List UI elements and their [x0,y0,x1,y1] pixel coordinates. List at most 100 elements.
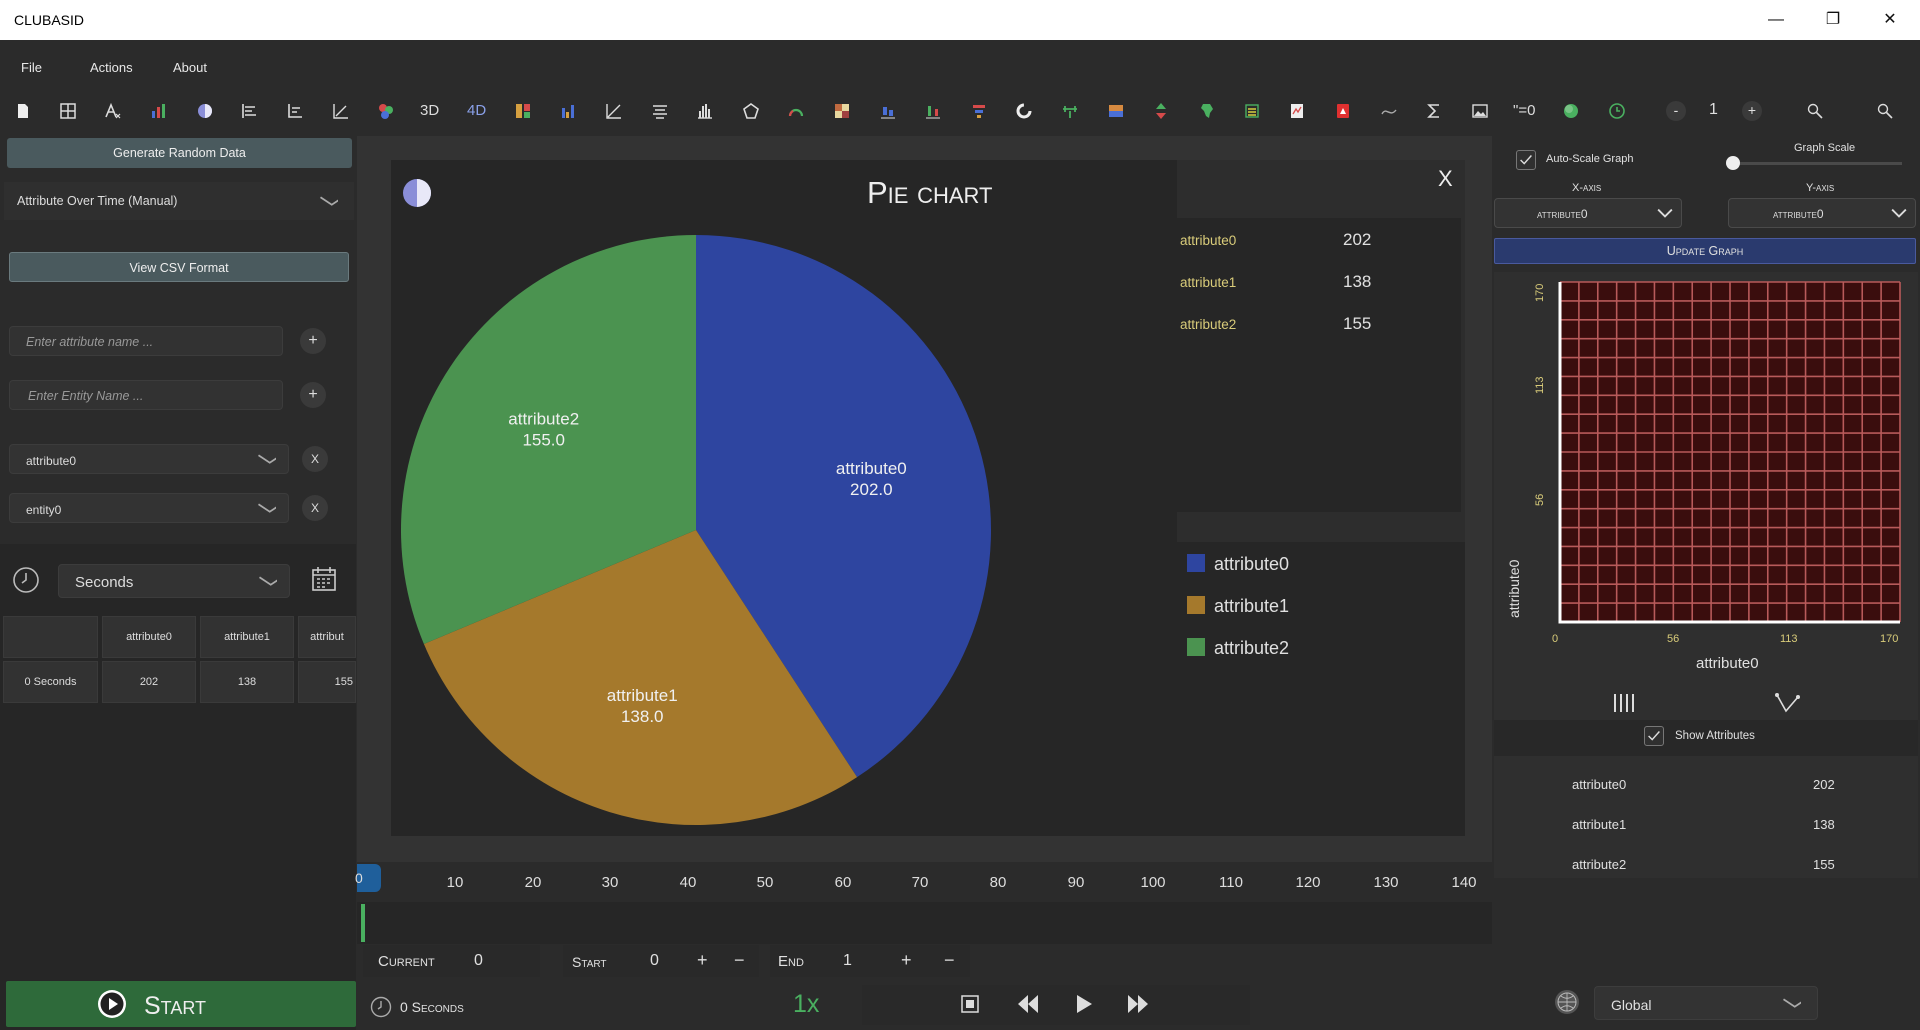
line-chart-icon[interactable] [328,93,354,129]
play-icon[interactable] [1074,993,1094,1015]
donut-icon[interactable] [1011,93,1037,129]
close-window-button[interactable]: ✕ [1883,11,1897,28]
horizontal-bars-icon[interactable] [237,93,263,129]
table-cell-attribute2[interactable]: 155 [298,661,356,703]
zoom-increase-button[interactable]: + [1742,101,1762,121]
pdf-icon[interactable] [1330,93,1356,129]
start-button[interactable]: Start [6,981,356,1027]
end-decrease-button[interactable]: − [944,950,955,970]
curve-icon[interactable] [1376,93,1402,129]
update-graph-button[interactable]: Update Graph [1494,238,1916,264]
function-plot-icon[interactable] [1284,93,1310,129]
view-csv-format-button[interactable]: View CSV Format [9,252,349,282]
close-chart-button[interactable]: X [1438,166,1453,191]
zoom-value: 1 [1709,101,1718,118]
graph-scale-slider-thumb[interactable] [1726,156,1740,170]
minimize-button[interactable]: — [1768,11,1784,28]
sum-icon[interactable] [1421,93,1447,129]
stream-chart-icon[interactable] [647,93,673,129]
current-value[interactable]: 0 [474,952,483,969]
menu-actions[interactable]: Actions [90,60,133,75]
generate-random-data-button[interactable]: Generate Random Data [7,138,352,168]
polygon-icon[interactable] [738,93,764,129]
end-increase-button[interactable]: + [901,950,912,970]
3d-chart-icon[interactable]: 3D [420,102,440,119]
scatter-view-icon[interactable] [1774,692,1802,714]
zoom-decrease-button[interactable]: - [1666,101,1686,121]
toolbar: 3D 4D "=0 - 1 + [0,93,1920,129]
formula-icon[interactable]: "=0 [1513,102,1536,119]
maximize-button[interactable]: ❐ [1825,11,1841,28]
remove-attribute-button[interactable]: X [302,446,328,472]
mode-select[interactable]: Attribute Over Time (Manual) [4,182,354,220]
angle-chart-icon[interactable] [601,93,627,129]
menu-file[interactable]: File [21,60,42,75]
stop-icon[interactable] [960,994,980,1014]
legend-label-attribute0: attribute0 [1214,554,1290,574]
treemap-icon[interactable] [510,93,536,129]
box-plot-icon[interactable] [875,93,901,129]
add-entity-button[interactable]: + [300,382,326,408]
grouped-bar-icon[interactable] [556,93,582,129]
clock-icon[interactable] [1604,93,1630,129]
image-icon[interactable] [1467,93,1493,129]
timeline-current-marker[interactable]: 0 [355,864,381,892]
pie-slice-attribute0[interactable] [696,235,992,778]
sort-arrows-icon[interactable] [1148,93,1174,129]
color-sphere-icon[interactable] [1558,93,1584,129]
timeline-keyframe[interactable] [361,904,365,942]
time-unit-select[interactable]: Seconds [58,564,290,598]
candlestick-icon[interactable] [920,93,946,129]
mini-scatter-grid[interactable] [1554,280,1916,765]
start-decrease-button[interactable]: − [734,950,745,970]
show-attributes-checkbox[interactable] [1644,726,1664,746]
x-axis-select[interactable]: attribute0 [1494,198,1682,228]
heatmap-icon[interactable] [829,93,855,129]
timeline-ruler[interactable]: 0 10 20 30 40 50 60 70 80 90 100 110 120… [355,862,1492,902]
zoom-in-icon[interactable] [1802,93,1828,129]
pie-slice-attribute1[interactable] [423,530,858,825]
table-icon[interactable] [55,93,81,129]
attribute-select[interactable]: attribute0 [9,444,289,474]
start-value[interactable]: 0 [650,952,659,969]
4d-chart-icon[interactable]: 4D [467,102,487,119]
range-icon[interactable] [1057,93,1083,129]
funnel-icon[interactable] [966,93,992,129]
entity-select[interactable]: entity0 [9,493,289,523]
graph-scale-slider[interactable] [1728,162,1902,165]
calendar-icon[interactable] [311,566,337,592]
data-stack-icon[interactable] [1239,93,1265,129]
bubble-chart-icon[interactable] [373,93,399,129]
africa-map-icon[interactable] [1194,93,1220,129]
timeline-track[interactable] [357,902,1492,944]
auto-scale-checkbox[interactable] [1516,150,1536,170]
table-cell-attribute1[interactable]: 138 [200,661,294,703]
bar-chart-icon[interactable] [146,93,172,129]
playback-speed[interactable]: 1x [793,990,820,1018]
scope-select[interactable]: Global [1594,986,1818,1020]
pie-label-value-attribute2: 155.0 [522,431,565,450]
entity-name-input[interactable]: Enter Entity Name ... [9,380,283,410]
pie-chart-icon[interactable] [192,93,218,129]
bars-view-icon[interactable] [1612,692,1636,714]
axis-chart-icon[interactable] [282,93,308,129]
attribute-name-input[interactable]: Enter attribute name ... [9,326,283,356]
chevron-down-icon [1657,208,1673,218]
table-cell-attribute0[interactable]: 202 [102,661,196,703]
start-increase-button[interactable]: + [697,950,708,970]
rewind-icon[interactable] [1016,993,1040,1015]
histogram-icon[interactable] [692,93,718,129]
add-attribute-button[interactable]: + [300,328,326,354]
end-value[interactable]: 1 [843,952,852,969]
attribute-x-icon[interactable] [100,93,126,129]
arc-gauge-icon[interactable] [783,93,809,129]
attribute-name-1: attribute1 [1572,817,1627,832]
y-axis-select[interactable]: attribute0 [1728,198,1916,228]
pie-slice-attribute2[interactable] [401,235,696,644]
fast-forward-icon[interactable] [1126,993,1150,1015]
zoom-out-icon[interactable] [1872,93,1898,129]
menu-about[interactable]: About [173,60,207,75]
remove-entity-button[interactable]: X [302,495,328,521]
new-file-icon[interactable] [10,93,36,129]
gradient-map-icon[interactable] [1103,93,1129,129]
